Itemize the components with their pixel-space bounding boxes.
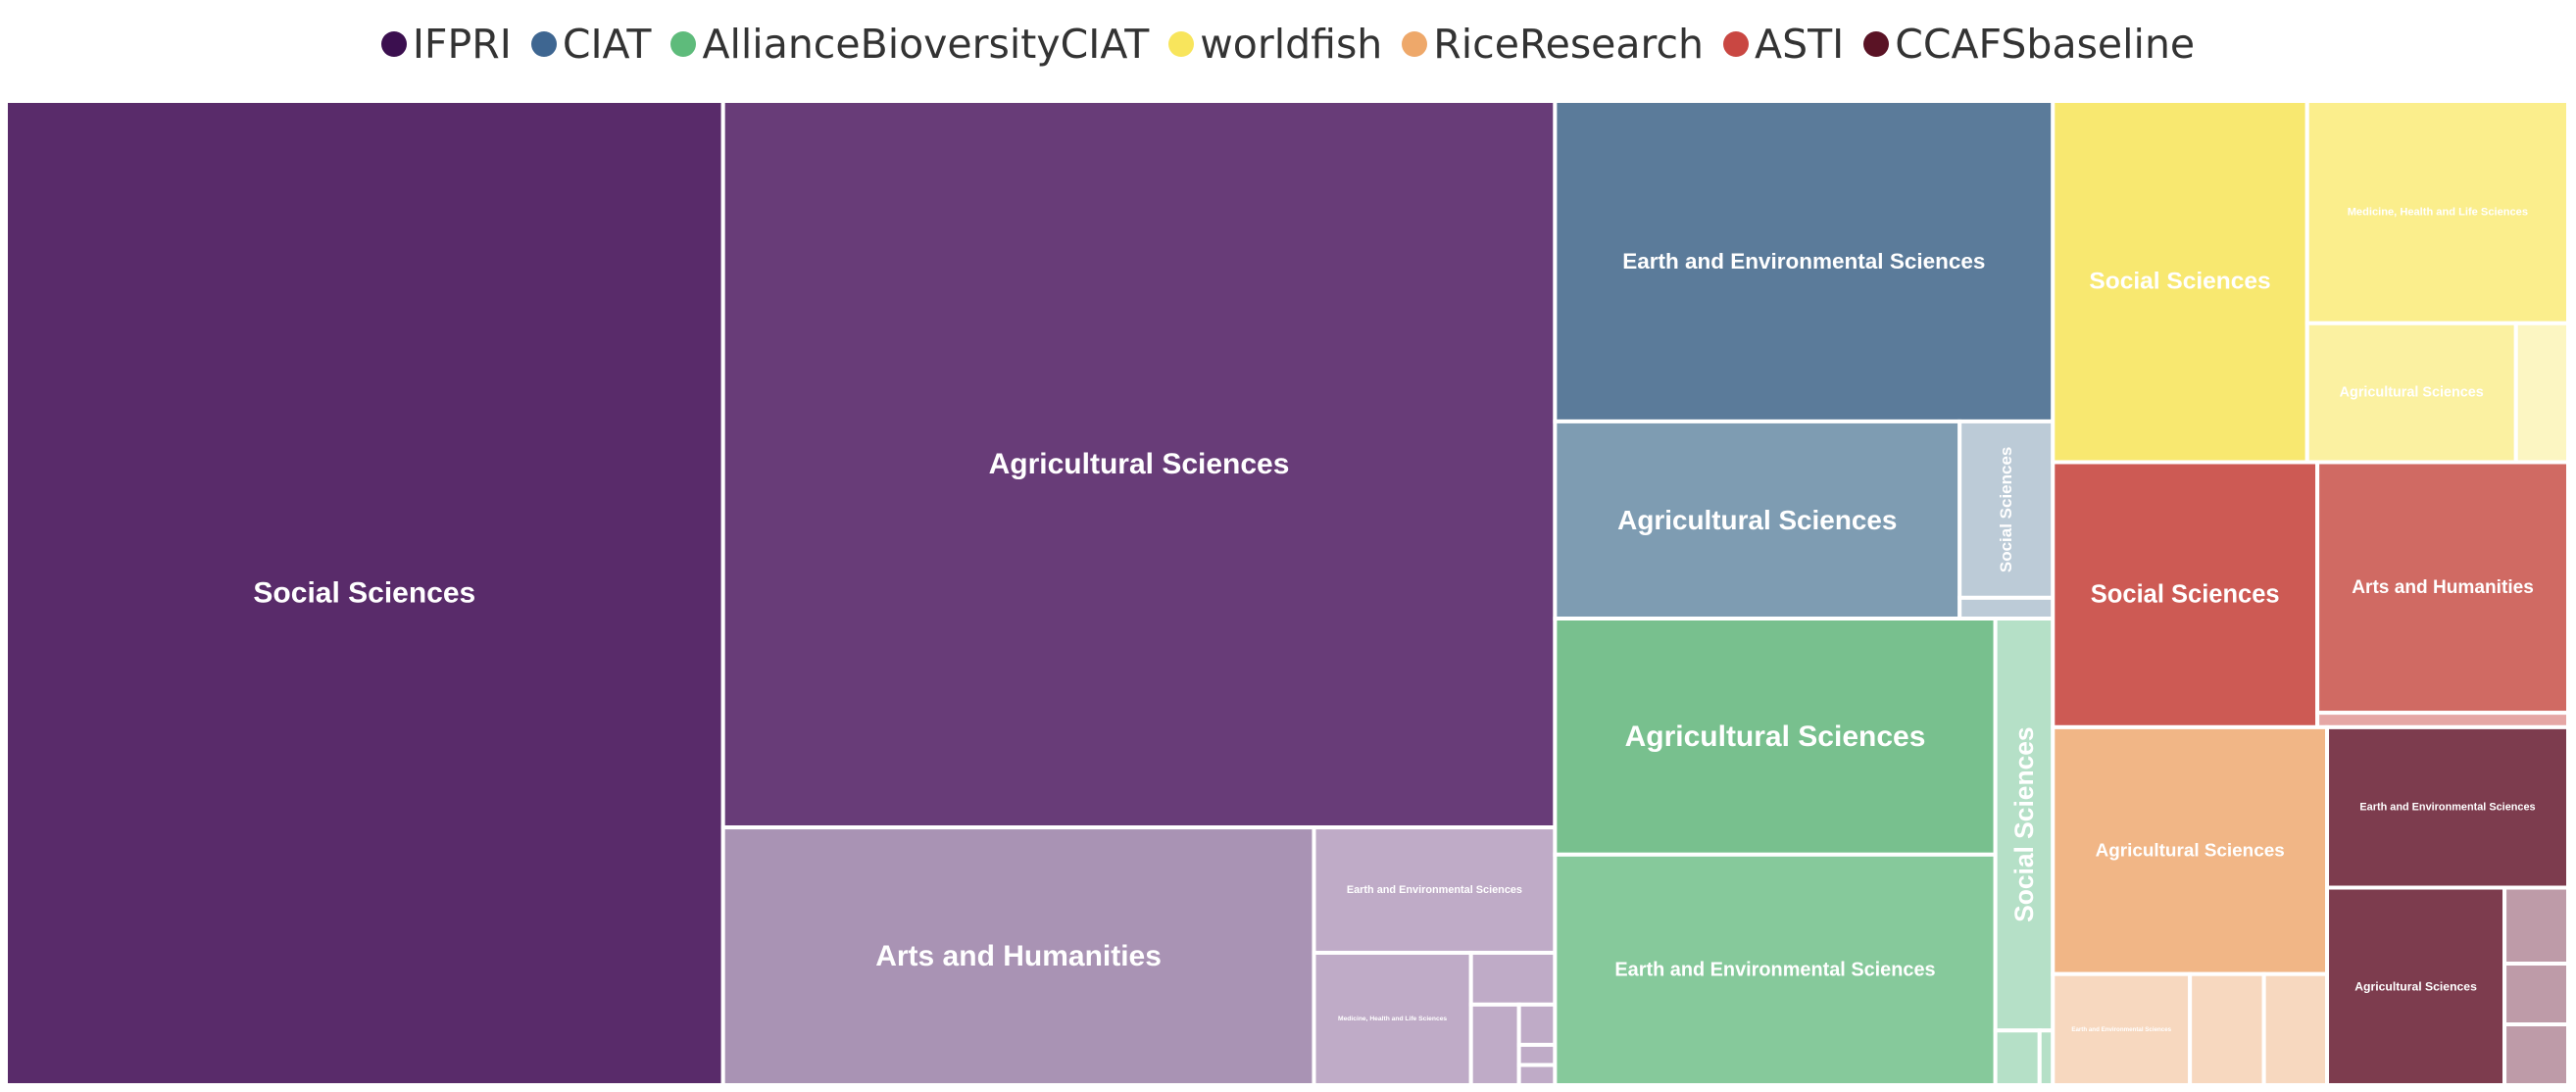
treemap-cell-label: Arts and Humanities — [875, 940, 1162, 972]
treemap-cell[interactable] — [2325, 885, 2507, 1088]
treemap-group-alliancebioversityciat: Agricultural Sciences Earth and Environme… — [1553, 617, 2056, 1087]
treemap-cell[interactable] — [2304, 99, 2570, 325]
treemap-cell[interactable] — [2315, 460, 2570, 716]
treemap-cell-label: Agricultural Sciences — [1625, 720, 1926, 753]
treemap-cell[interactable] — [2315, 711, 2570, 729]
legend-item-riceresearch[interactable]: RiceResearch — [1402, 21, 1704, 68]
legend-item-ciat[interactable]: CIAT — [530, 21, 652, 68]
treemap-cell[interactable] — [2261, 971, 2330, 1088]
treemap-cell[interactable] — [1993, 1028, 2042, 1087]
treemap-cell-label: Social Sciences — [253, 577, 475, 610]
treemap-cell[interactable] — [2502, 885, 2571, 967]
legend-dot — [670, 31, 697, 57]
treemap-cell[interactable] — [4, 99, 725, 1087]
treemap-cell[interactable] — [2037, 1028, 2056, 1087]
legend-label: CCAFSbaseline — [1895, 21, 2196, 68]
treemap-cell-label: Earth and Environmental Sciences — [2359, 802, 2535, 814]
treemap-group-asti: Social Sciences Arts and Humanities — [2051, 460, 2570, 729]
treemap-cell-label: Social Sciences — [1997, 447, 2015, 573]
treemap-group-ciat: Earth and Environmental Sciences Agricult… — [1553, 99, 2056, 621]
treemap-cell-label: Agricultural Sciences — [989, 448, 1290, 480]
treemap-cell-label: Agricultural Sciences — [1617, 505, 1897, 535]
treemap-group-ccafsbaseline: Earth and Environmental Sciences Agricult… — [2325, 724, 2571, 1088]
treemap-cell-label: Earth and Environmental Sciences — [2071, 1026, 2171, 1033]
treemap-cell-label: Arts and Humanities — [2352, 577, 2534, 598]
legend-dot — [380, 31, 407, 57]
legend-item-alliancebioversityciat[interactable]: AllianceBioversityCIAT — [670, 21, 1149, 68]
legend-item-ccafsbaseline[interactable]: CCAFSbaseline — [1863, 21, 2195, 68]
treemap-cell-label: Agricultural Sciences — [2354, 979, 2477, 993]
legend: IFPRI CIAT AllianceBioversityCIAT worldfish… — [0, 0, 2576, 88]
legend-label: AllianceBioversityCIAT — [702, 21, 1150, 68]
legend-dot — [1168, 31, 1195, 57]
treemap-cell[interactable] — [1553, 852, 1998, 1087]
treemap-cell-label: Social Sciences — [2089, 269, 2270, 295]
treemap-group-worldfish: Social Sciences Medicine, Health and Life… — [2051, 99, 2570, 465]
treemap-cell-label: Social Sciences — [2009, 726, 2039, 922]
treemap-cell-label: Medicine, Health and Life Sciences — [2348, 206, 2528, 218]
treemap-cell[interactable] — [1957, 595, 2056, 621]
legend-dot — [1402, 31, 1428, 57]
legend-item-asti[interactable]: ASTI — [1723, 21, 1844, 68]
legend-label: RiceResearch — [1433, 21, 1705, 68]
treemap-cell[interactable] — [1468, 950, 1558, 1007]
legend-dot — [1723, 31, 1750, 57]
legend-item-ifpri[interactable]: IFPRI — [380, 21, 512, 68]
treemap-cell-label: Earth and Environmental Sciences — [1347, 884, 1522, 896]
legend-label: ASTI — [1755, 21, 1845, 68]
treemap-cell[interactable] — [2051, 724, 2330, 976]
treemap-cell[interactable] — [2304, 321, 2518, 465]
legend-label: IFPRI — [412, 21, 512, 68]
treemap-cell[interactable] — [1553, 99, 2056, 423]
treemap-cell[interactable] — [1553, 617, 1998, 857]
treemap-cell-label: Agricultural Sciences — [2096, 840, 2285, 861]
treemap-cell-label: Earth and Environmental Sciences — [1614, 959, 1935, 980]
treemap-cell[interactable] — [2051, 460, 2320, 729]
treemap-cell[interactable] — [2051, 99, 2309, 465]
treemap-cell[interactable] — [1516, 1042, 1558, 1067]
treemap-cell[interactable] — [2513, 321, 2570, 465]
treemap-cell-label: Agricultural Sciences — [2340, 385, 2484, 401]
treemap-cell[interactable] — [1553, 419, 1962, 621]
treemap-group-ifpri: Social Sciences Agricultural Sciences Arts… — [4, 99, 1558, 1087]
treemap-cell[interactable] — [1312, 950, 1473, 1087]
treemap-cell[interactable] — [2188, 971, 2266, 1088]
treemap-cell[interactable] — [2325, 724, 2570, 890]
treemap-cell[interactable] — [1468, 1002, 1521, 1087]
treemap-cell-label: Social Sciences — [2091, 581, 2280, 609]
treemap-cell[interactable] — [1312, 825, 1558, 955]
legend-label: worldfish — [1200, 21, 1383, 68]
treemap-cell-label: Earth and Environmental Sciences — [1622, 249, 1985, 273]
treemap-cell[interactable] — [1516, 1002, 1558, 1047]
treemap-cell[interactable] — [1957, 419, 2056, 600]
legend-dot — [1863, 31, 1890, 57]
treemap-group-riceresearch: Agricultural Sciences Earth and Environme… — [2051, 724, 2330, 1088]
legend-item-worldfish[interactable]: worldfish — [1168, 21, 1382, 68]
treemap-cell[interactable] — [2502, 1022, 2571, 1087]
treemap-cell[interactable] — [720, 825, 1316, 1087]
legend-dot — [530, 31, 557, 57]
treemap-cell[interactable] — [1516, 1063, 1558, 1087]
legend-label: CIAT — [562, 21, 652, 68]
treemap-cell-label: Medicine, Health and Life Sciences — [1338, 1016, 1447, 1022]
treemap-cell[interactable] — [2502, 962, 2571, 1027]
